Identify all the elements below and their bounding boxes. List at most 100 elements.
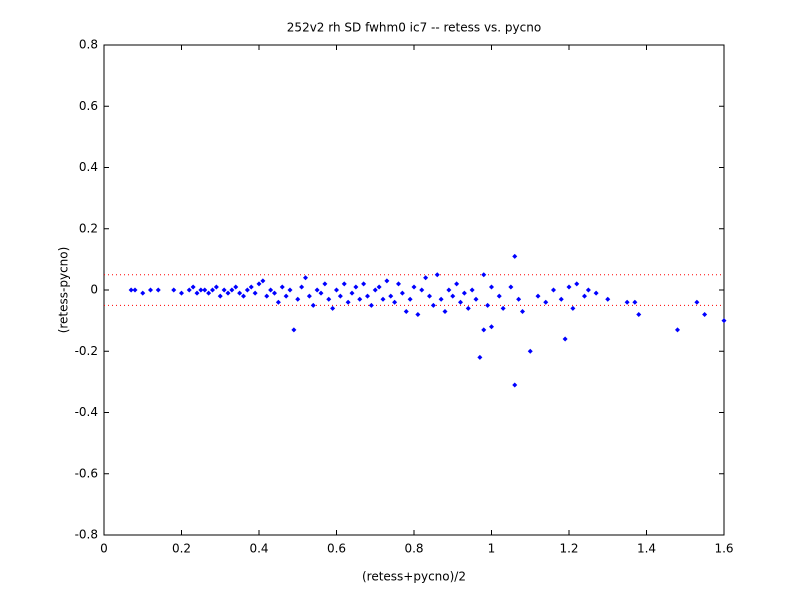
point [357,296,363,302]
point [624,299,630,305]
point [481,272,487,278]
point [485,302,491,308]
point [388,293,394,299]
x-tick-label: 1.6 [714,542,733,556]
point [605,296,611,302]
point [237,290,243,296]
point [427,293,432,299]
point [465,305,471,311]
point [194,290,200,296]
point [179,290,184,296]
point [585,287,591,293]
point [275,299,281,305]
point [566,284,572,290]
point [334,287,339,293]
x-axis-label: (retess+pycno)/2 [362,570,466,584]
point [206,290,212,296]
point [287,287,293,293]
point [306,293,312,299]
point [380,296,386,302]
point [210,287,215,293]
point [442,308,448,314]
point [415,312,421,317]
point [256,281,262,287]
point [148,287,153,293]
point [473,296,479,302]
point [361,281,367,287]
point [310,302,316,308]
point [461,290,467,296]
point [721,318,727,324]
point [376,284,382,290]
point [469,287,475,293]
point [489,284,494,290]
point [330,305,336,311]
point [318,290,324,296]
point [353,284,359,290]
point [500,305,506,311]
point [248,284,254,290]
point [434,272,440,278]
point [477,354,483,360]
point [186,287,192,293]
point [299,284,305,290]
y-tick-label: 0.8 [79,38,98,52]
y-tick-label: -0.6 [75,466,98,480]
point [543,299,549,305]
point [430,302,436,308]
point [458,299,463,305]
point [512,382,518,388]
x-tick-label: 1.4 [637,542,656,556]
point [326,296,332,302]
point [636,312,642,317]
point [384,278,390,284]
point [508,284,514,290]
x-tick-label: 0.6 [327,542,346,556]
point [303,275,308,281]
point [520,308,525,314]
point [574,281,580,287]
y-tick-label: 0.2 [79,221,98,235]
point [423,275,429,281]
y-tick-label: -0.8 [75,528,98,542]
point [372,287,378,293]
point [446,287,452,293]
point [283,293,289,299]
point [241,293,246,299]
point [190,284,196,290]
y-axis-label: (retess-pycno) [57,247,71,334]
point [217,293,223,299]
point [411,284,417,290]
point [419,287,425,293]
point [407,296,413,302]
point [551,287,556,293]
point [221,287,227,293]
point [454,281,460,287]
point [516,296,522,302]
point [229,287,235,293]
point [268,287,274,293]
point [489,324,494,330]
point [260,278,266,284]
point [213,284,219,290]
x-tick-label: 0.2 [172,542,191,556]
point [252,290,258,296]
point [535,293,541,299]
point [225,290,231,296]
x-tick-label: 0.8 [404,542,423,556]
point [527,348,533,354]
point [345,299,351,305]
point [244,287,250,293]
x-tick-label: 0.4 [249,542,268,556]
point [155,287,161,293]
x-tick-label: 1 [488,542,496,556]
point [349,290,355,296]
point [365,293,370,299]
point [314,287,320,293]
point [291,327,297,333]
point [337,293,343,299]
point [264,293,270,299]
point [702,312,708,317]
